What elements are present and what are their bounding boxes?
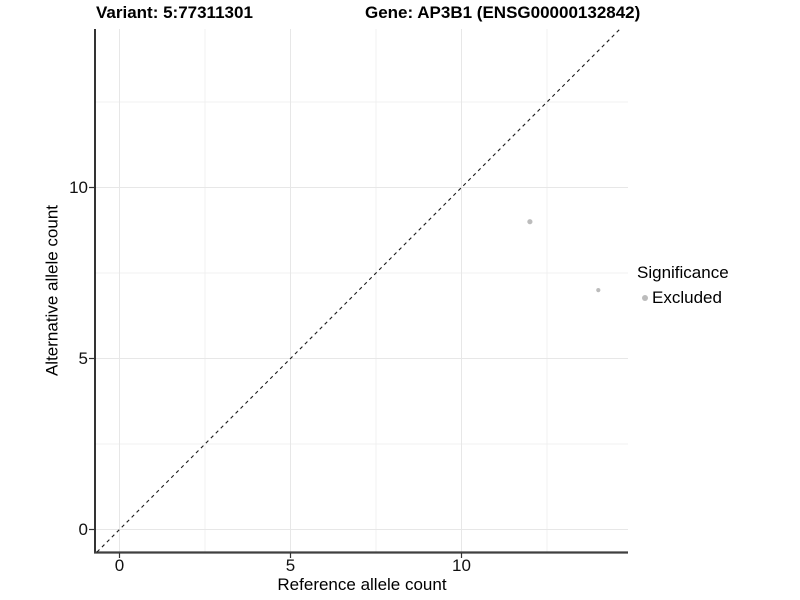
data-point [596,288,601,293]
plot-title-gene: Gene: AP3B1 (ENSG00000132842) [365,3,641,22]
data-point [527,219,533,225]
legend-item-label: Excluded [652,287,722,307]
x-tick-label: 0 [114,556,125,575]
identity-reference-line [96,28,621,553]
x-tick-label: 5 [285,556,296,575]
legend-title: Significance [637,263,729,282]
plot-title-variant: Variant: 5:77311301 [96,3,253,22]
legend-item: Excluded [637,288,729,307]
legend: Significance Excluded [637,263,729,307]
x-axis-title: Reference allele count [277,575,447,594]
y-tick-label: 10 [69,177,88,197]
legend-key-dot-icon [642,294,648,301]
y-tick-label: 5 [78,348,88,368]
y-axis-title: Alternative allele count [42,204,62,377]
legend-items: Excluded [637,288,729,307]
x-tick-label: 10 [452,556,471,575]
y-tick-label: 0 [78,519,88,539]
